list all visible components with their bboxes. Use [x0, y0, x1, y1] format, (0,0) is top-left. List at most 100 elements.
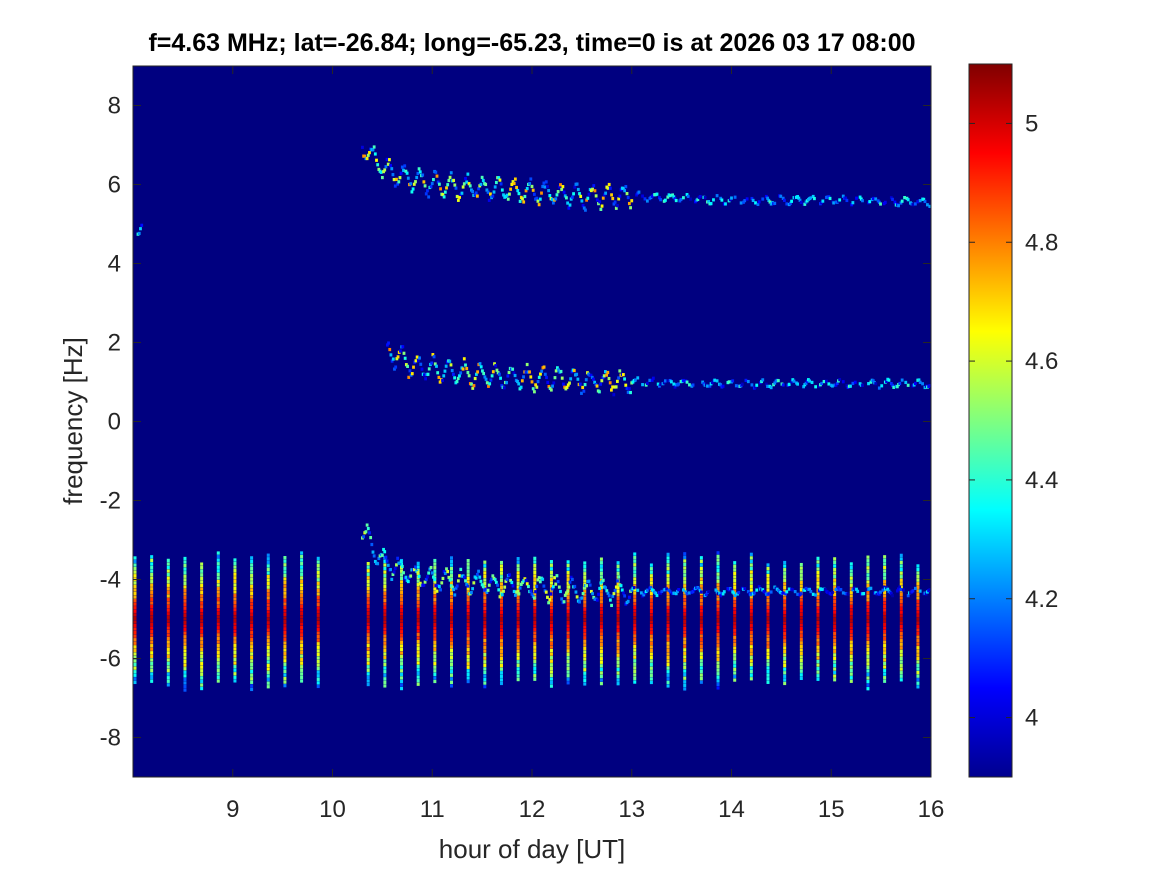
- trace-point: [398, 561, 402, 565]
- trace-point: [525, 362, 529, 367]
- trace-point: [363, 154, 367, 158]
- trace-point: [743, 199, 747, 203]
- interference-cell: [749, 606, 753, 610]
- interference-cell: [166, 679, 170, 683]
- interference-cell: [766, 620, 770, 624]
- interference-cell: [783, 664, 787, 668]
- interference-cell: [683, 573, 687, 577]
- interference-cell: [683, 562, 687, 567]
- trace-point: [852, 586, 856, 590]
- interference-cell: [699, 673, 703, 677]
- interference-cell: [666, 670, 670, 674]
- interference-cell: [616, 621, 620, 625]
- trace-point: [798, 198, 802, 202]
- interference-cell: [216, 601, 220, 605]
- interference-cell: [366, 625, 370, 630]
- interference-cell: [899, 564, 903, 568]
- trace-point: [837, 586, 840, 590]
- trace-point: [869, 586, 873, 590]
- interference-cell: [649, 652, 653, 656]
- trace-point: [697, 587, 701, 591]
- interference-cell: [400, 580, 404, 584]
- trace-point: [427, 195, 431, 199]
- interference-cell: [749, 598, 753, 603]
- interference-cell: [866, 626, 870, 630]
- interference-cell: [899, 667, 903, 671]
- interference-cell: [633, 659, 637, 663]
- interference-cell: [749, 623, 753, 628]
- trace-point: [382, 547, 385, 552]
- interference-cell: [766, 666, 770, 670]
- trace-point: [685, 380, 689, 384]
- trace-point: [525, 186, 529, 191]
- interference-cell: [883, 651, 887, 655]
- trace-point: [887, 378, 891, 382]
- interference-cell: [766, 655, 770, 660]
- trace-point: [601, 375, 605, 380]
- trace-point: [515, 185, 518, 190]
- interference-cell: [616, 628, 620, 633]
- interference-cell: [316, 556, 320, 561]
- interference-cell: [450, 684, 454, 688]
- interference-cell: [400, 612, 404, 616]
- trace-point: [395, 177, 398, 181]
- interference-cell: [749, 662, 753, 667]
- trace-point: [478, 575, 482, 579]
- interference-cell: [699, 623, 703, 627]
- interference-cell: [516, 596, 520, 600]
- trace-point: [554, 369, 558, 373]
- interference-cell: [400, 573, 404, 577]
- interference-cell: [533, 602, 537, 607]
- interference-cell: [250, 559, 254, 564]
- interference-cell: [400, 644, 404, 648]
- interference-cell: [316, 670, 320, 674]
- interference-cell: [366, 601, 370, 605]
- interference-cell: [316, 620, 320, 625]
- interference-cell: [416, 647, 420, 651]
- interference-cell: [283, 577, 287, 581]
- trace-point: [482, 371, 486, 376]
- trace-point: [582, 586, 586, 590]
- interference-cell: [899, 603, 903, 607]
- trace-point: [616, 579, 619, 583]
- interference-cell: [633, 587, 637, 592]
- interference-cell: [883, 619, 887, 623]
- interference-cell: [483, 574, 487, 579]
- interference-cell: [833, 653, 837, 657]
- interference-cell: [549, 638, 553, 642]
- interference-cell: [383, 602, 387, 606]
- interference-cell: [233, 636, 237, 640]
- interference-cell: [183, 610, 187, 614]
- interference-cell: [766, 623, 770, 628]
- interference-cell: [250, 573, 254, 578]
- trace-point: [452, 372, 455, 376]
- interference-cell: [533, 645, 537, 649]
- interference-cell: [749, 616, 753, 620]
- trace-point: [879, 590, 882, 594]
- trace-point: [513, 593, 517, 597]
- interference-cell: [183, 571, 187, 575]
- interference-cell: [666, 638, 670, 642]
- interference-cell: [216, 629, 220, 633]
- interference-cell: [250, 655, 254, 660]
- interference-cell: [133, 606, 137, 610]
- trace-point: [608, 598, 612, 602]
- interference-cell: [849, 622, 853, 627]
- interference-cell: [916, 596, 920, 600]
- trace-point: [625, 192, 629, 196]
- interference-cell: [616, 650, 620, 654]
- trace-point: [568, 580, 572, 584]
- interference-cell: [300, 576, 304, 580]
- interference-cell: [250, 680, 254, 684]
- trace-point: [489, 192, 492, 196]
- interference-cell: [166, 612, 170, 616]
- trace-point: [471, 189, 475, 194]
- interference-cell: [450, 574, 454, 578]
- interference-cell: [733, 646, 737, 650]
- interference-cell: [216, 594, 220, 598]
- interference-cell: [633, 591, 637, 595]
- interference-cell: [233, 654, 237, 658]
- interference-cell: [466, 619, 470, 623]
- interference-cell: [216, 622, 220, 626]
- trace-point: [895, 589, 899, 593]
